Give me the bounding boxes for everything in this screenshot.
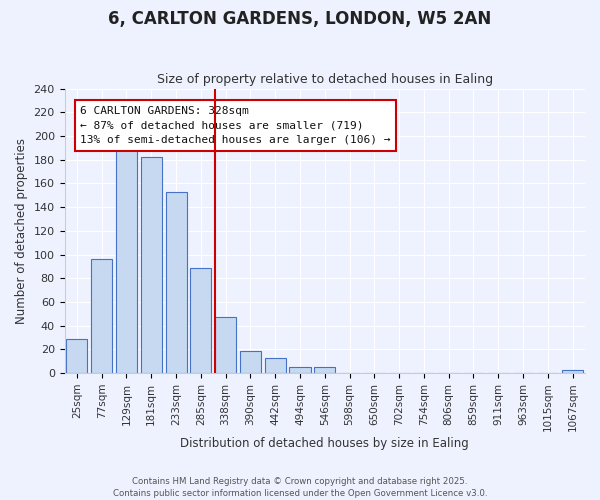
- Bar: [190, 268, 211, 373]
- Bar: [67, 338, 88, 373]
- Bar: [314, 367, 335, 373]
- Bar: [215, 318, 236, 373]
- Bar: [289, 367, 311, 373]
- Bar: [166, 192, 187, 373]
- Bar: [91, 260, 112, 373]
- Bar: [562, 370, 583, 373]
- Title: Size of property relative to detached houses in Ealing: Size of property relative to detached ho…: [157, 73, 493, 86]
- X-axis label: Distribution of detached houses by size in Ealing: Distribution of detached houses by size …: [181, 437, 469, 450]
- Bar: [116, 148, 137, 373]
- Y-axis label: Number of detached properties: Number of detached properties: [15, 138, 28, 324]
- Bar: [240, 350, 261, 373]
- Bar: [141, 158, 162, 373]
- Text: 6, CARLTON GARDENS, LONDON, W5 2AN: 6, CARLTON GARDENS, LONDON, W5 2AN: [109, 10, 491, 28]
- Text: Contains HM Land Registry data © Crown copyright and database right 2025.
Contai: Contains HM Land Registry data © Crown c…: [113, 476, 487, 498]
- Bar: [265, 358, 286, 373]
- Text: 6 CARLTON GARDENS: 328sqm
← 87% of detached houses are smaller (719)
13% of semi: 6 CARLTON GARDENS: 328sqm ← 87% of detac…: [80, 106, 391, 145]
